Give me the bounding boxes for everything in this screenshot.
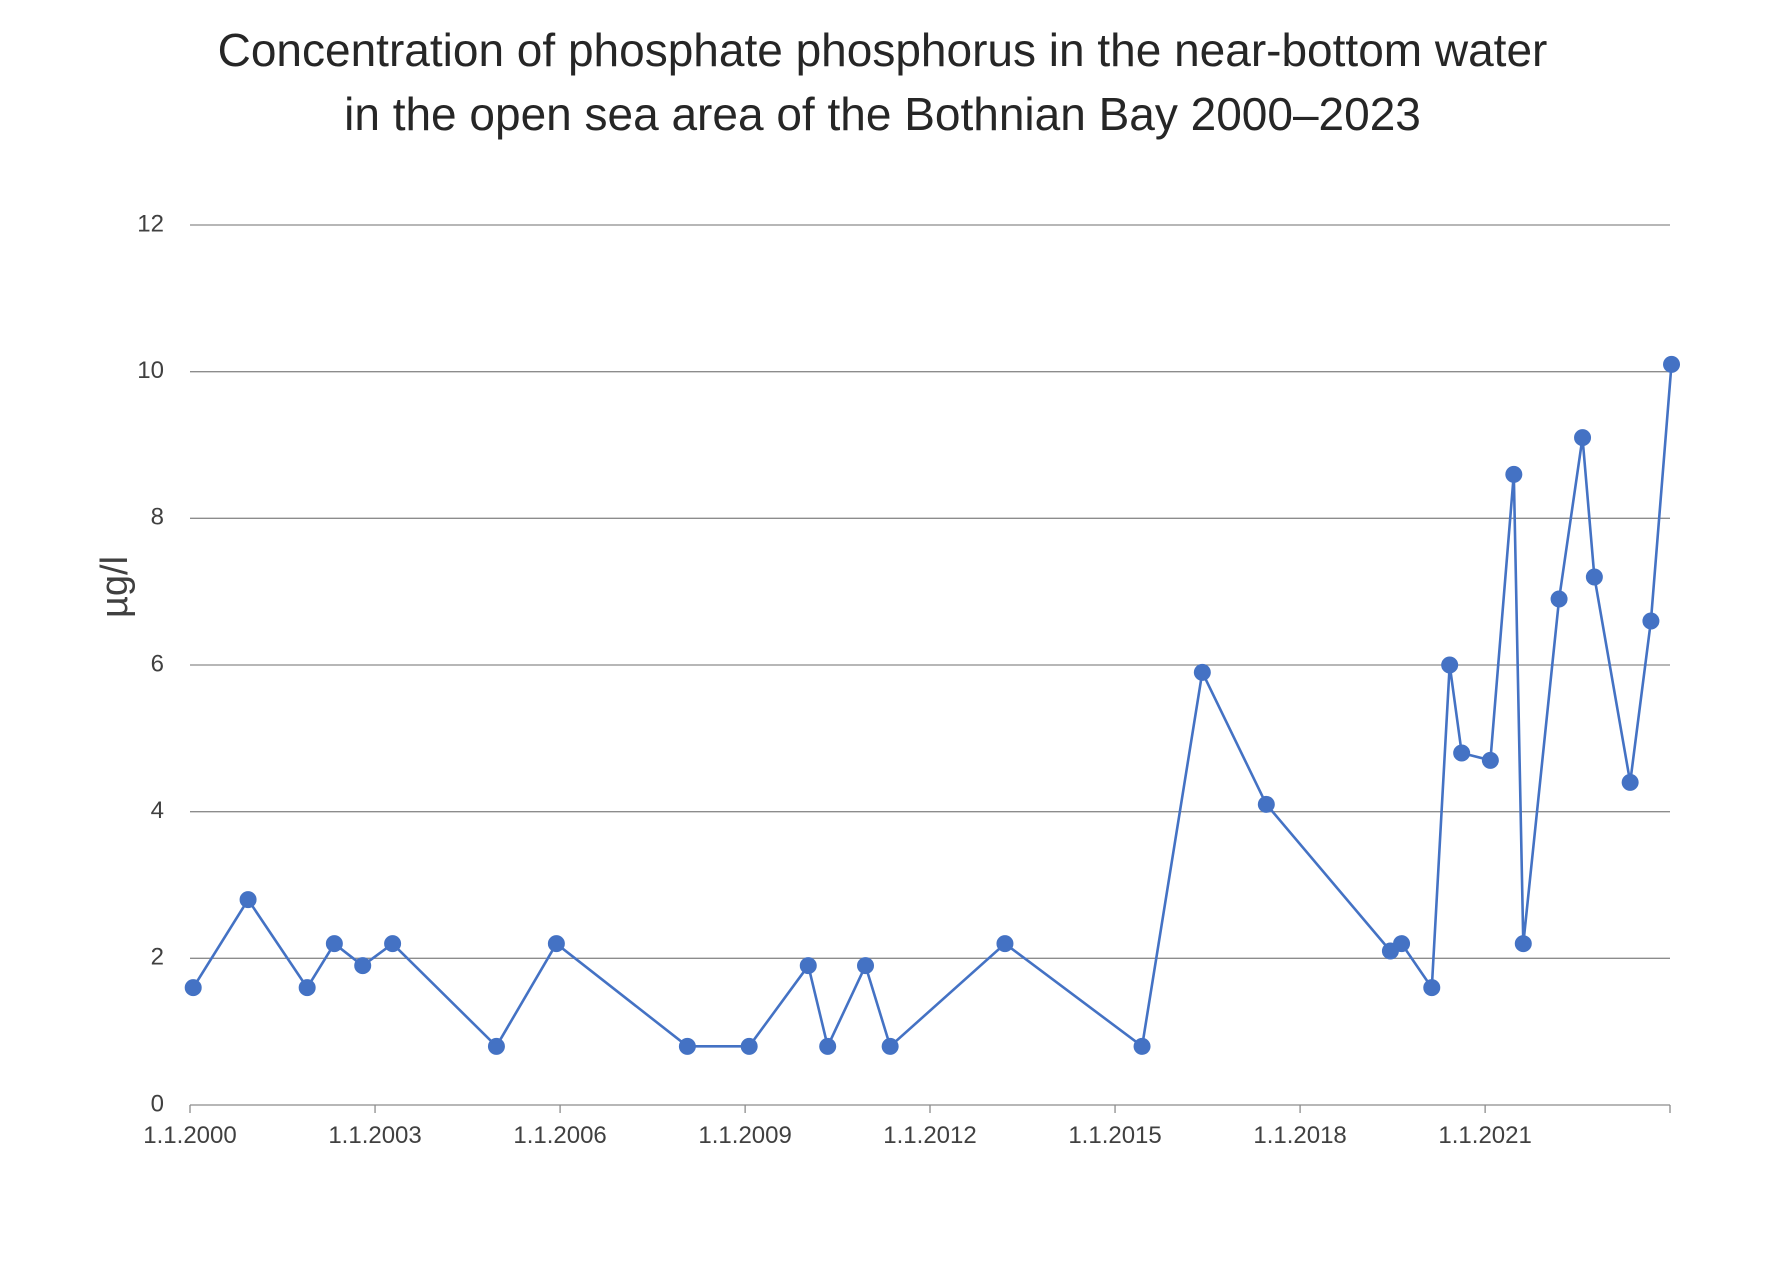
- chart-title-line-2: in the open sea area of the Bothnian Bay…: [344, 88, 1421, 140]
- data-point: [1574, 429, 1592, 447]
- y-tick-label: 10: [137, 357, 164, 384]
- data-point: [1423, 979, 1441, 997]
- chart-title-line-1: Concentration of phosphate phosphorus in…: [217, 24, 1548, 76]
- data-point: [678, 1037, 696, 1055]
- x-tick-label: 1.1.2018: [1253, 1122, 1346, 1149]
- data-point: [184, 979, 202, 997]
- x-tick-label: 1.1.2012: [883, 1122, 976, 1149]
- y-tick-label: 4: [151, 797, 164, 824]
- chart-title: Concentration of phosphate phosphorus in…: [0, 18, 1765, 146]
- x-tick-label: 1.1.2006: [513, 1122, 606, 1149]
- x-tick-label: 1.1.2021: [1438, 1122, 1531, 1149]
- data-point: [1257, 795, 1275, 813]
- series-line: [192, 364, 1673, 1051]
- x-tick-label: 1.1.2003: [328, 1122, 421, 1149]
- y-tick-label: 12: [137, 210, 164, 237]
- data-point: [1453, 744, 1471, 762]
- data-point: [487, 1037, 505, 1055]
- y-axis-label: µg/l: [94, 556, 136, 618]
- data-point: [1505, 465, 1523, 483]
- data-point: [740, 1037, 758, 1055]
- data-point: [325, 935, 343, 953]
- data-point: [547, 935, 565, 953]
- y-tick-label: 0: [151, 1090, 164, 1117]
- data-point: [1585, 568, 1603, 586]
- x-tick-label: 1.1.2015: [1068, 1122, 1161, 1149]
- data-point: [1621, 773, 1639, 791]
- y-tick-label: 6: [151, 650, 164, 677]
- data-point: [1441, 656, 1459, 674]
- data-point: [1642, 612, 1660, 630]
- x-tick-label: 1.1.2009: [698, 1122, 791, 1149]
- y-tick-label: 2: [151, 944, 164, 971]
- data-point: [298, 979, 316, 997]
- x-tick-label: 1.1.2000: [143, 1122, 236, 1149]
- data-point: [1663, 355, 1681, 373]
- data-point: [354, 957, 372, 975]
- data-point: [1550, 590, 1568, 608]
- data-point: [819, 1037, 837, 1055]
- data-point: [1514, 935, 1532, 953]
- data-point: [1393, 935, 1411, 953]
- data-point: [799, 957, 817, 975]
- data-point: [857, 957, 875, 975]
- data-point: [384, 935, 402, 953]
- data-point: [239, 891, 257, 909]
- data-point: [996, 935, 1014, 953]
- data-point: [1133, 1037, 1151, 1055]
- data-point: [1481, 751, 1499, 769]
- y-tick-label: 8: [151, 504, 164, 531]
- data-point: [881, 1037, 899, 1055]
- data-point: [1193, 663, 1211, 681]
